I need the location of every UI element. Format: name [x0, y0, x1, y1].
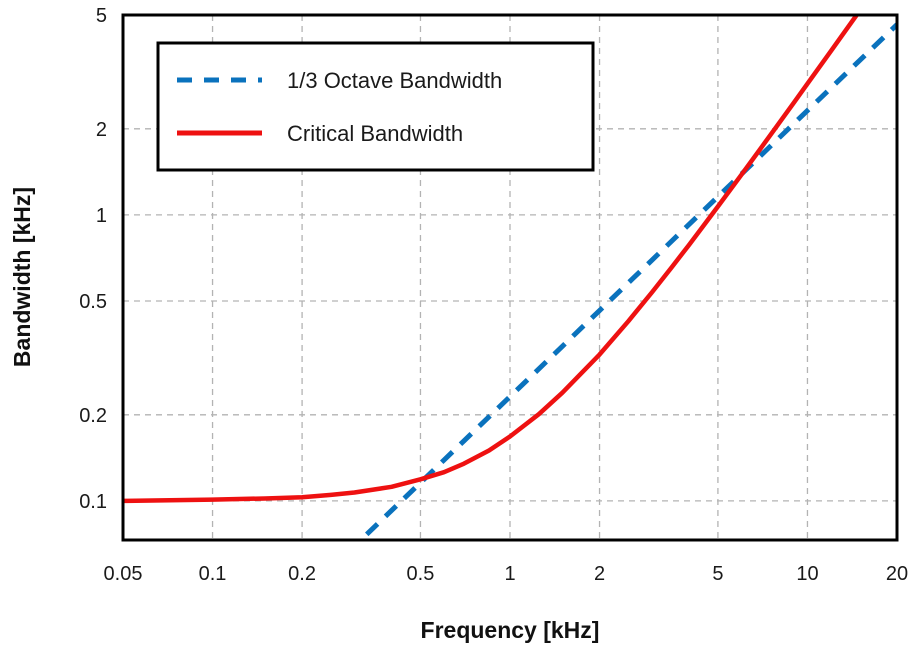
y-tick-label: 1 [96, 205, 107, 227]
tick-label-group: 0.05 0.1 0.2 0.5 1 2 5 10 20 0.1 0.2 0.5 1 2 5 [79, 5, 908, 585]
y-tick-label: 0.5 [79, 291, 107, 313]
x-tick-label: 10 [796, 563, 818, 585]
x-axis-title: Frequency [kHz] [421, 617, 600, 643]
legend-label-third-octave: 1/3 Octave Bandwidth [287, 68, 502, 93]
series-line-third-octave [356, 22, 897, 541]
legend-box: 1/3 Octave Bandwidth Critical Bandwidth [156, 41, 595, 172]
x-tick-label: 2 [594, 563, 605, 585]
y-tick-label: 2 [96, 119, 107, 141]
x-tick-label: 0.1 [199, 563, 227, 585]
x-tick-label: 0.5 [407, 563, 435, 585]
y-tick-label: 5 [96, 5, 107, 27]
legend-label-critical: Critical Bandwidth [287, 121, 463, 146]
y-tick-label: 0.1 [79, 491, 107, 513]
x-tick-label: 0.05 [104, 563, 143, 585]
y-tick-label: 0.2 [79, 405, 107, 427]
legend-border [156, 41, 595, 172]
x-tick-label: 20 [886, 563, 908, 585]
x-tick-label: 0.2 [288, 563, 316, 585]
y-axis-title: Bandwidth [kHz] [9, 187, 35, 367]
x-tick-label: 1 [504, 563, 515, 585]
x-tick-label: 5 [712, 563, 723, 585]
plot-frame [121, 13, 899, 542]
series-group [123, 14, 897, 541]
series-line-critical [123, 14, 861, 504]
